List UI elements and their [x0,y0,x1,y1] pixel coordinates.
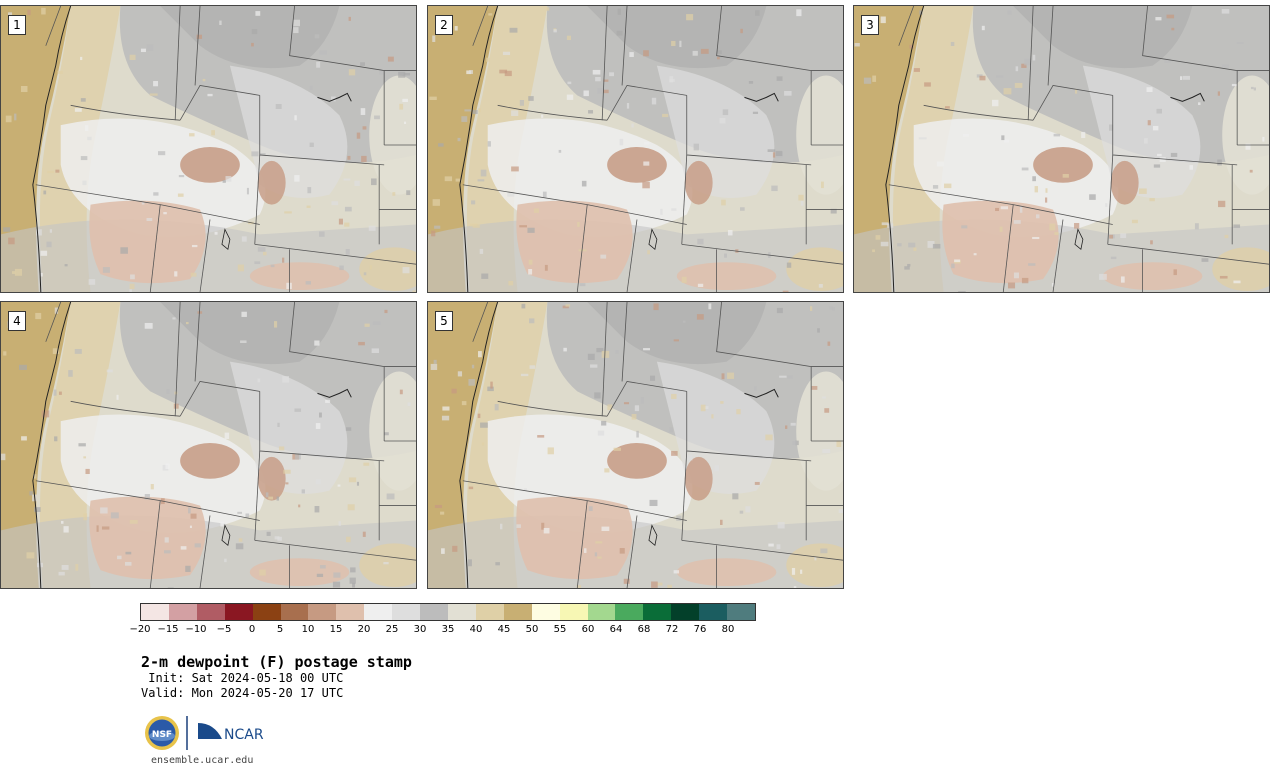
colorbar-tick-label: 80 [721,624,735,635]
dewpoint-map [1,6,416,292]
colorbar-tick-label: −10 [185,624,207,635]
ncar-logo-text: NCAR [224,727,264,743]
dewpoint-map [1,302,416,588]
dewpoint-map [428,6,843,292]
colorbar-tick-label: −5 [216,624,232,635]
dewpoint-map [854,6,1269,292]
colorbar-ticks: −20 −15 −10 −5 0 5 10 15 20 25 30 35 40 45 50 55 60 64 68 7… [129,624,756,638]
colorbar-swatch [308,604,337,620]
colorbar-swatch [475,604,504,620]
ensemble-panel-4: 4 [0,301,417,589]
colorbar-tick-label: 25 [385,624,399,635]
colorbar [140,603,756,621]
colorbar-swatch [420,604,448,620]
colorbar-tick-label: 35 [441,624,455,635]
colorbar-swatch [336,604,365,620]
init-time: Init: Sat 2024-05-18 00 UTC [141,671,344,685]
colorbar-swatch [224,604,253,620]
colorbar-tick-label: 72 [665,624,679,635]
panel-number: 2 [435,15,453,35]
colorbar-swatch [196,604,225,620]
colorbar-swatch [559,604,588,620]
colorbar-tick-label: 20 [357,624,371,635]
colorbar-swatch [168,604,197,620]
colorbar-swatch [727,604,755,620]
colorbar-swatch [531,604,560,620]
nsf-logo-text: NSF [152,730,172,740]
colorbar-tick-label: 40 [469,624,483,635]
nsf-logo: NSF [145,716,179,750]
colorbar-swatch [252,604,281,620]
colorbar-swatch [699,604,728,620]
colorbar-tick-label: 15 [329,624,343,635]
colorbar-tick-label: 55 [553,624,567,635]
panel-number: 3 [861,15,879,35]
panel-number: 5 [435,311,453,331]
colorbar-swatch [447,604,476,620]
ensemble-panel-3: 3 [853,5,1270,293]
colorbar-tick-label: 76 [693,624,707,635]
colorbar-swatch [280,604,309,620]
colorbar-swatch [141,604,169,620]
colorbar-swatch [587,604,616,620]
ensemble-panel-1: 1 [0,5,417,293]
panel-number: 1 [8,15,26,35]
colorbar-tick-label: 30 [413,624,427,635]
plot-title: 2-m dewpoint (F) postage stamp [141,653,412,671]
colorbar-tick-label: 60 [581,624,595,635]
colorbar-tick-label: −20 [129,624,151,635]
site-url: ensemble.ucar.edu [151,755,254,766]
colorbar-tick-label: 68 [637,624,651,635]
colorbar-swatch [392,604,421,620]
valid-time: Valid: Mon 2024-05-20 17 UTC [141,686,344,700]
colorbar-tick-label: 5 [276,624,284,635]
colorbar-tick-label: 0 [248,624,256,635]
colorbar-tick-label: 10 [301,624,315,635]
ensemble-panel-2: 2 [427,5,844,293]
colorbar-swatch [503,604,532,620]
colorbar-swatch [643,604,672,620]
dewpoint-map [428,302,843,588]
ensemble-panel-5: 5 [427,301,844,589]
colorbar-tick-label: 45 [497,624,511,635]
colorbar-swatch [615,604,644,620]
colorbar-swatch [364,604,393,620]
colorbar-tick-label: −15 [157,624,179,635]
panel-number: 4 [8,311,26,331]
colorbar-swatch [671,604,700,620]
logos: NSF NCAR [144,713,274,753]
colorbar-tick-label: 64 [609,624,623,635]
ncar-logo: NCAR [198,723,264,743]
colorbar-tick-label: 50 [525,624,539,635]
